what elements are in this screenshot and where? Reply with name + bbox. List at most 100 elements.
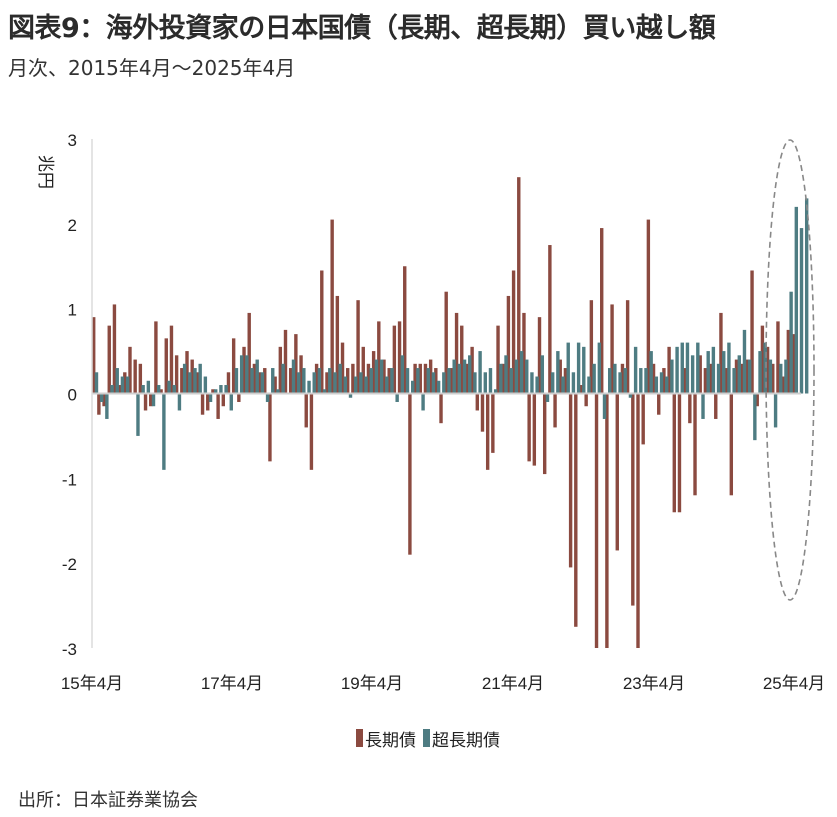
bar-long-bond: [527, 393, 531, 462]
bar-long-bond: [791, 334, 796, 394]
bar-long-bond: [288, 368, 293, 394]
bar-super-long-bond: [151, 393, 156, 407]
bar-super-long-bond: [271, 368, 275, 394]
bar-long-bond: [574, 393, 578, 627]
bar-long-bond: [542, 393, 547, 475]
bar-long-bond: [257, 372, 262, 394]
bar-super-long-bond: [141, 385, 145, 394]
bar-long-bond: [517, 177, 521, 394]
legend-swatch-super-long: [423, 729, 430, 747]
bar-super-long-bond: [561, 376, 565, 394]
bar-super-long-bond: [110, 385, 114, 394]
x-tick-label: 15年4月: [61, 674, 123, 693]
bar-long-bond: [496, 325, 500, 394]
y-axis-label: 兆円: [36, 155, 55, 189]
bar-long-bond: [454, 312, 459, 394]
bar-super-long-bond: [592, 363, 596, 394]
bar-long-bond: [589, 300, 594, 394]
bar-super-long-bond: [312, 372, 316, 394]
bar-super-long-bond: [348, 393, 353, 398]
bar-super-long-bond: [239, 355, 244, 394]
bar-long-bond: [252, 363, 257, 394]
y-tick-label: -1: [62, 470, 77, 489]
bar-super-long-bond: [400, 355, 405, 394]
bar-super-long-bond: [374, 359, 379, 394]
bar-super-long-bond: [747, 359, 752, 394]
bar-super-long-bond: [426, 368, 430, 394]
bar-long-bond: [682, 368, 687, 394]
bar-super-long-bond: [234, 368, 239, 394]
bar-long-bond: [128, 346, 132, 394]
bar-super-long-bond: [468, 355, 472, 394]
bar-long-bond: [475, 393, 479, 411]
bar-long-bond: [138, 363, 143, 394]
bar-super-long-bond: [768, 359, 773, 394]
bar-super-long-bond: [727, 342, 731, 394]
bar-super-long-bond: [343, 376, 348, 394]
bar-super-long-bond: [675, 346, 679, 394]
bar-long-bond: [485, 393, 490, 470]
bar-long-bond: [221, 393, 225, 407]
bar-long-bond: [206, 393, 210, 411]
bar-super-long-bond: [525, 359, 529, 394]
bar-super-long-bond: [473, 372, 477, 394]
bar-long-bond: [776, 321, 780, 394]
bar-long-bond: [112, 304, 117, 394]
bar-long-bond: [672, 393, 676, 513]
bar-super-long-bond: [644, 368, 648, 394]
bar-super-long-bond: [405, 368, 410, 394]
bar-super-long-bond: [188, 372, 192, 394]
bar-long-bond: [123, 372, 127, 394]
bar-long-bond: [522, 312, 526, 394]
bar-super-long-bond: [680, 342, 684, 394]
bar-super-long-bond: [685, 342, 690, 394]
bar-long-bond: [330, 219, 334, 394]
bar-long-bond: [610, 304, 614, 394]
bar-long-bond: [724, 368, 728, 394]
bar-long-bond: [605, 393, 609, 648]
bar-long-bond: [703, 368, 708, 394]
bar-super-long-bond: [701, 393, 705, 419]
bar-super-long-bond: [291, 359, 296, 394]
bar-super-long-bond: [146, 380, 151, 394]
bar-super-long-bond: [203, 376, 208, 394]
bar-long-bond: [444, 291, 448, 394]
bar-super-long-bond: [576, 342, 581, 394]
bar-super-long-bond: [514, 359, 519, 394]
bar-super-long-bond: [385, 376, 389, 394]
super-long-bond-bars: [94, 198, 809, 470]
bar-super-long-bond: [613, 363, 617, 394]
bar-long-bond: [382, 359, 386, 394]
bar-super-long-bond: [789, 291, 793, 394]
highlight-ellipse: [765, 139, 815, 601]
bar-long-bond: [107, 325, 111, 394]
bar-super-long-bond: [462, 359, 467, 394]
bar-super-long-bond: [742, 329, 747, 394]
bar-long-bond: [563, 368, 568, 394]
bar-long-bond: [133, 359, 137, 394]
bar-long-bond: [366, 363, 371, 394]
bar-long-bond: [403, 266, 407, 394]
bar-super-long-bond: [566, 342, 570, 394]
bar-long-bond: [460, 325, 464, 394]
bar-long-bond: [413, 363, 417, 394]
bar-super-long-bond: [245, 355, 249, 394]
bar-long-bond: [377, 321, 381, 394]
bar-long-bond: [693, 393, 697, 496]
bar-super-long-bond: [395, 393, 399, 402]
y-tick-label: 1: [68, 301, 77, 320]
bar-super-long-bond: [799, 228, 804, 394]
bar-long-bond: [584, 393, 588, 407]
bar-super-long-bond: [250, 368, 254, 394]
bar-long-bond: [314, 363, 319, 394]
bar-super-long-bond: [136, 393, 140, 436]
bar-long-bond: [646, 219, 651, 394]
bar-long-bond: [195, 372, 200, 394]
bar-long-bond: [154, 321, 158, 394]
bar-super-long-bond: [307, 380, 311, 394]
bar-long-bond: [579, 385, 583, 394]
bar-long-bond: [719, 312, 723, 394]
bar-long-bond: [501, 363, 505, 394]
bar-long-bond: [200, 393, 205, 415]
bar-long-bond: [428, 359, 433, 394]
